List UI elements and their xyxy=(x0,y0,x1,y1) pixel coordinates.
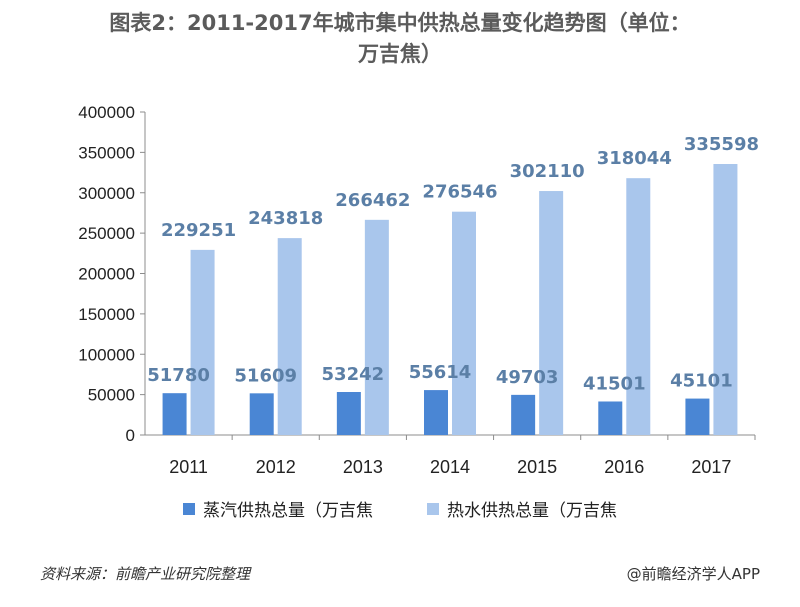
x-tick-label: 2011 xyxy=(169,457,208,477)
data-label-water: 335598 xyxy=(684,134,759,155)
data-label-steam: 53242 xyxy=(322,364,385,385)
legend-swatch-steam xyxy=(183,502,195,515)
y-tick-label: 150000 xyxy=(78,305,135,324)
bar-water xyxy=(539,191,564,435)
data-label-steam: 45101 xyxy=(670,371,733,392)
bar-steam xyxy=(598,401,623,435)
data-label-water: 243818 xyxy=(248,208,323,229)
y-tick-label: 300000 xyxy=(78,184,135,203)
legend-label-steam: 蒸汽供热总量（万吉焦 xyxy=(203,501,373,521)
x-tick-label: 2016 xyxy=(604,457,644,477)
bar-water xyxy=(190,249,215,435)
data-label-steam: 55614 xyxy=(409,362,472,383)
data-label-steam: 49703 xyxy=(496,367,559,388)
legend-item-water: 热水供热总量（万吉焦 xyxy=(427,496,617,521)
credit-note: @前瞻经济学人APP xyxy=(626,565,760,583)
legend-item-steam: 蒸汽供热总量（万吉焦 xyxy=(183,496,373,521)
y-tick-label: 350000 xyxy=(78,143,135,162)
data-label-steam: 51780 xyxy=(147,365,210,386)
x-tick-label: 2013 xyxy=(343,457,383,477)
legend-swatch-water xyxy=(427,502,439,515)
y-tick-label: 400000 xyxy=(78,103,135,122)
bar-water xyxy=(626,178,651,435)
y-tick-label: 50000 xyxy=(88,386,135,405)
chart-title-line-1: 图表2：2011-2017年城市集中供热总量变化趋势图（单位： xyxy=(109,11,691,35)
x-tick-label: 2012 xyxy=(256,457,296,477)
data-label-steam: 51609 xyxy=(234,365,297,386)
bar-water xyxy=(364,219,389,435)
bar-steam xyxy=(511,394,536,435)
source-note: 资料来源：前瞻产业研究院整理 xyxy=(40,565,251,583)
bar-water xyxy=(277,238,302,435)
bar-steam xyxy=(249,393,274,435)
y-tick-label: 200000 xyxy=(78,265,135,284)
y-tick-label: 100000 xyxy=(78,345,135,364)
bar-chart: 0 50000 100000 150000 200000 250000 300000 3500… xyxy=(78,103,759,477)
data-label-water: 302110 xyxy=(510,161,585,182)
bar-steam xyxy=(424,390,448,435)
legend-label-water: 热水供热总量（万吉焦 xyxy=(447,501,617,521)
bar-steam xyxy=(685,398,710,435)
data-label-water: 266462 xyxy=(335,190,410,211)
data-label-water: 229251 xyxy=(161,220,236,241)
bar-steam xyxy=(162,393,187,435)
data-label-water: 276546 xyxy=(422,182,497,203)
bar-water xyxy=(452,211,476,435)
x-tick-label: 2017 xyxy=(691,457,731,477)
y-tick-label: 250000 xyxy=(78,224,135,243)
data-label-steam: 41501 xyxy=(583,373,646,394)
bar-steam xyxy=(336,392,361,435)
chart-title: 图表2：2011-2017年城市集中供热总量变化趋势图（单位： 万吉焦） xyxy=(0,8,800,70)
chart-legend: 蒸汽供热总量（万吉焦 热水供热总量（万吉焦 xyxy=(0,496,800,521)
data-label-water: 318044 xyxy=(597,148,672,169)
x-tick-label: 2014 xyxy=(430,457,470,477)
bar-water xyxy=(713,164,738,435)
x-tick-label: 2015 xyxy=(517,457,557,477)
chart-title-line-2: 万吉焦） xyxy=(358,42,442,66)
y-tick-label: 0 xyxy=(126,426,135,445)
